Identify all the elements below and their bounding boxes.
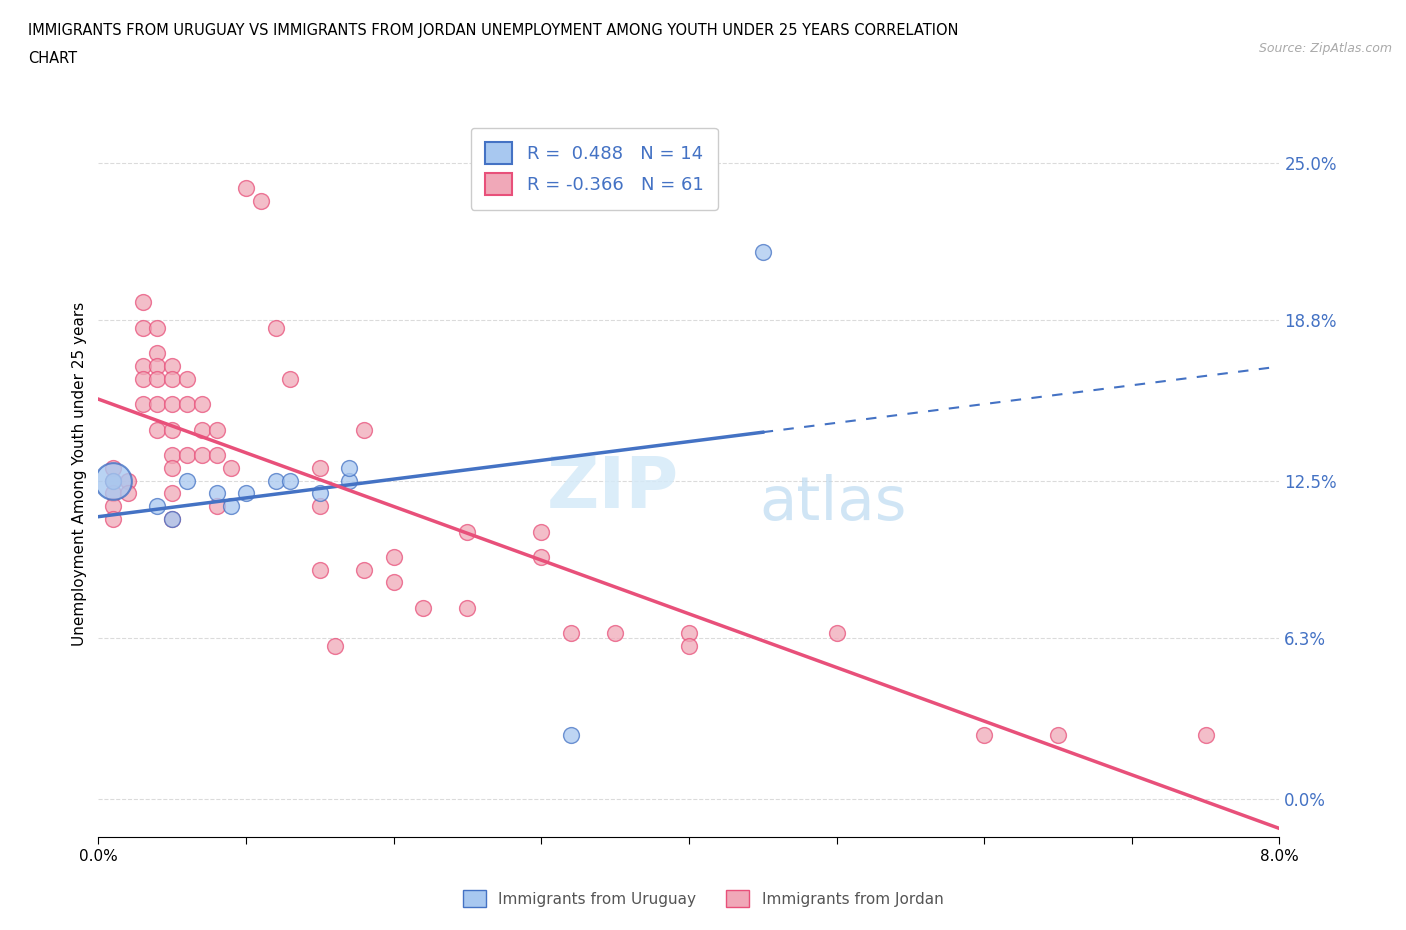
Point	[103, 473, 124, 488]
Point	[308, 498, 332, 513]
Point	[176, 397, 198, 412]
Point	[132, 397, 155, 412]
Point	[278, 473, 301, 488]
Point	[560, 728, 582, 743]
Y-axis label: Unemployment Among Youth under 25 years: Unemployment Among Youth under 25 years	[72, 302, 87, 646]
Point	[191, 397, 214, 412]
Text: Source: ZipAtlas.com: Source: ZipAtlas.com	[1258, 42, 1392, 55]
Point	[132, 359, 155, 374]
Point	[323, 639, 346, 654]
Point	[337, 460, 360, 475]
Point	[162, 460, 183, 475]
Point	[530, 550, 553, 565]
Point	[132, 371, 155, 386]
Point	[235, 180, 257, 195]
Point	[146, 346, 169, 361]
Point	[103, 473, 124, 488]
Point	[308, 563, 332, 578]
Text: CHART: CHART	[28, 51, 77, 66]
Point	[117, 486, 139, 501]
Point	[162, 512, 183, 526]
Point	[162, 486, 183, 501]
Point	[825, 626, 848, 641]
Point	[162, 371, 183, 386]
Point	[353, 563, 375, 578]
Point	[146, 422, 169, 437]
Point	[103, 512, 124, 526]
Point	[353, 422, 375, 437]
Point	[162, 397, 183, 412]
Point	[205, 498, 228, 513]
Text: atlas: atlas	[759, 473, 907, 533]
Point	[162, 422, 183, 437]
Point	[132, 295, 155, 310]
Point	[103, 473, 124, 488]
Point	[560, 626, 582, 641]
Point	[382, 550, 405, 565]
Point	[456, 601, 478, 616]
Legend: Immigrants from Uruguay, Immigrants from Jordan: Immigrants from Uruguay, Immigrants from…	[457, 884, 949, 913]
Point	[191, 447, 214, 462]
Point	[308, 460, 332, 475]
Point	[162, 359, 183, 374]
Point	[337, 473, 360, 488]
Point	[103, 460, 124, 475]
Point	[678, 626, 700, 641]
Point	[162, 447, 183, 462]
Point	[146, 498, 169, 513]
Point	[219, 498, 242, 513]
Point	[162, 512, 183, 526]
Point	[146, 359, 169, 374]
Point	[530, 525, 553, 539]
Point	[382, 575, 405, 590]
Point	[456, 525, 478, 539]
Point	[219, 460, 242, 475]
Point	[176, 371, 198, 386]
Point	[250, 193, 273, 208]
Point	[973, 728, 995, 743]
Legend: R =  0.488   N = 14, R = -0.366   N = 61: R = 0.488 N = 14, R = -0.366 N = 61	[471, 128, 718, 210]
Point	[146, 321, 169, 336]
Point	[176, 447, 198, 462]
Point	[1046, 728, 1069, 743]
Point	[103, 498, 124, 513]
Point	[205, 486, 228, 501]
Point	[205, 422, 228, 437]
Point	[278, 371, 301, 386]
Point	[1194, 728, 1216, 743]
Point	[308, 486, 332, 501]
Point	[146, 371, 169, 386]
Point	[678, 639, 700, 654]
Point	[412, 601, 434, 616]
Point	[235, 486, 257, 501]
Point	[264, 473, 287, 488]
Text: IMMIGRANTS FROM URUGUAY VS IMMIGRANTS FROM JORDAN UNEMPLOYMENT AMONG YOUTH UNDER: IMMIGRANTS FROM URUGUAY VS IMMIGRANTS FR…	[28, 23, 959, 38]
Point	[117, 473, 139, 488]
Point	[751, 245, 773, 259]
Point	[191, 422, 214, 437]
Point	[205, 447, 228, 462]
Text: ZIP: ZIP	[547, 455, 679, 524]
Point	[176, 473, 198, 488]
Point	[605, 626, 627, 641]
Point	[132, 321, 155, 336]
Point	[146, 397, 169, 412]
Point	[103, 486, 124, 501]
Point	[264, 321, 287, 336]
